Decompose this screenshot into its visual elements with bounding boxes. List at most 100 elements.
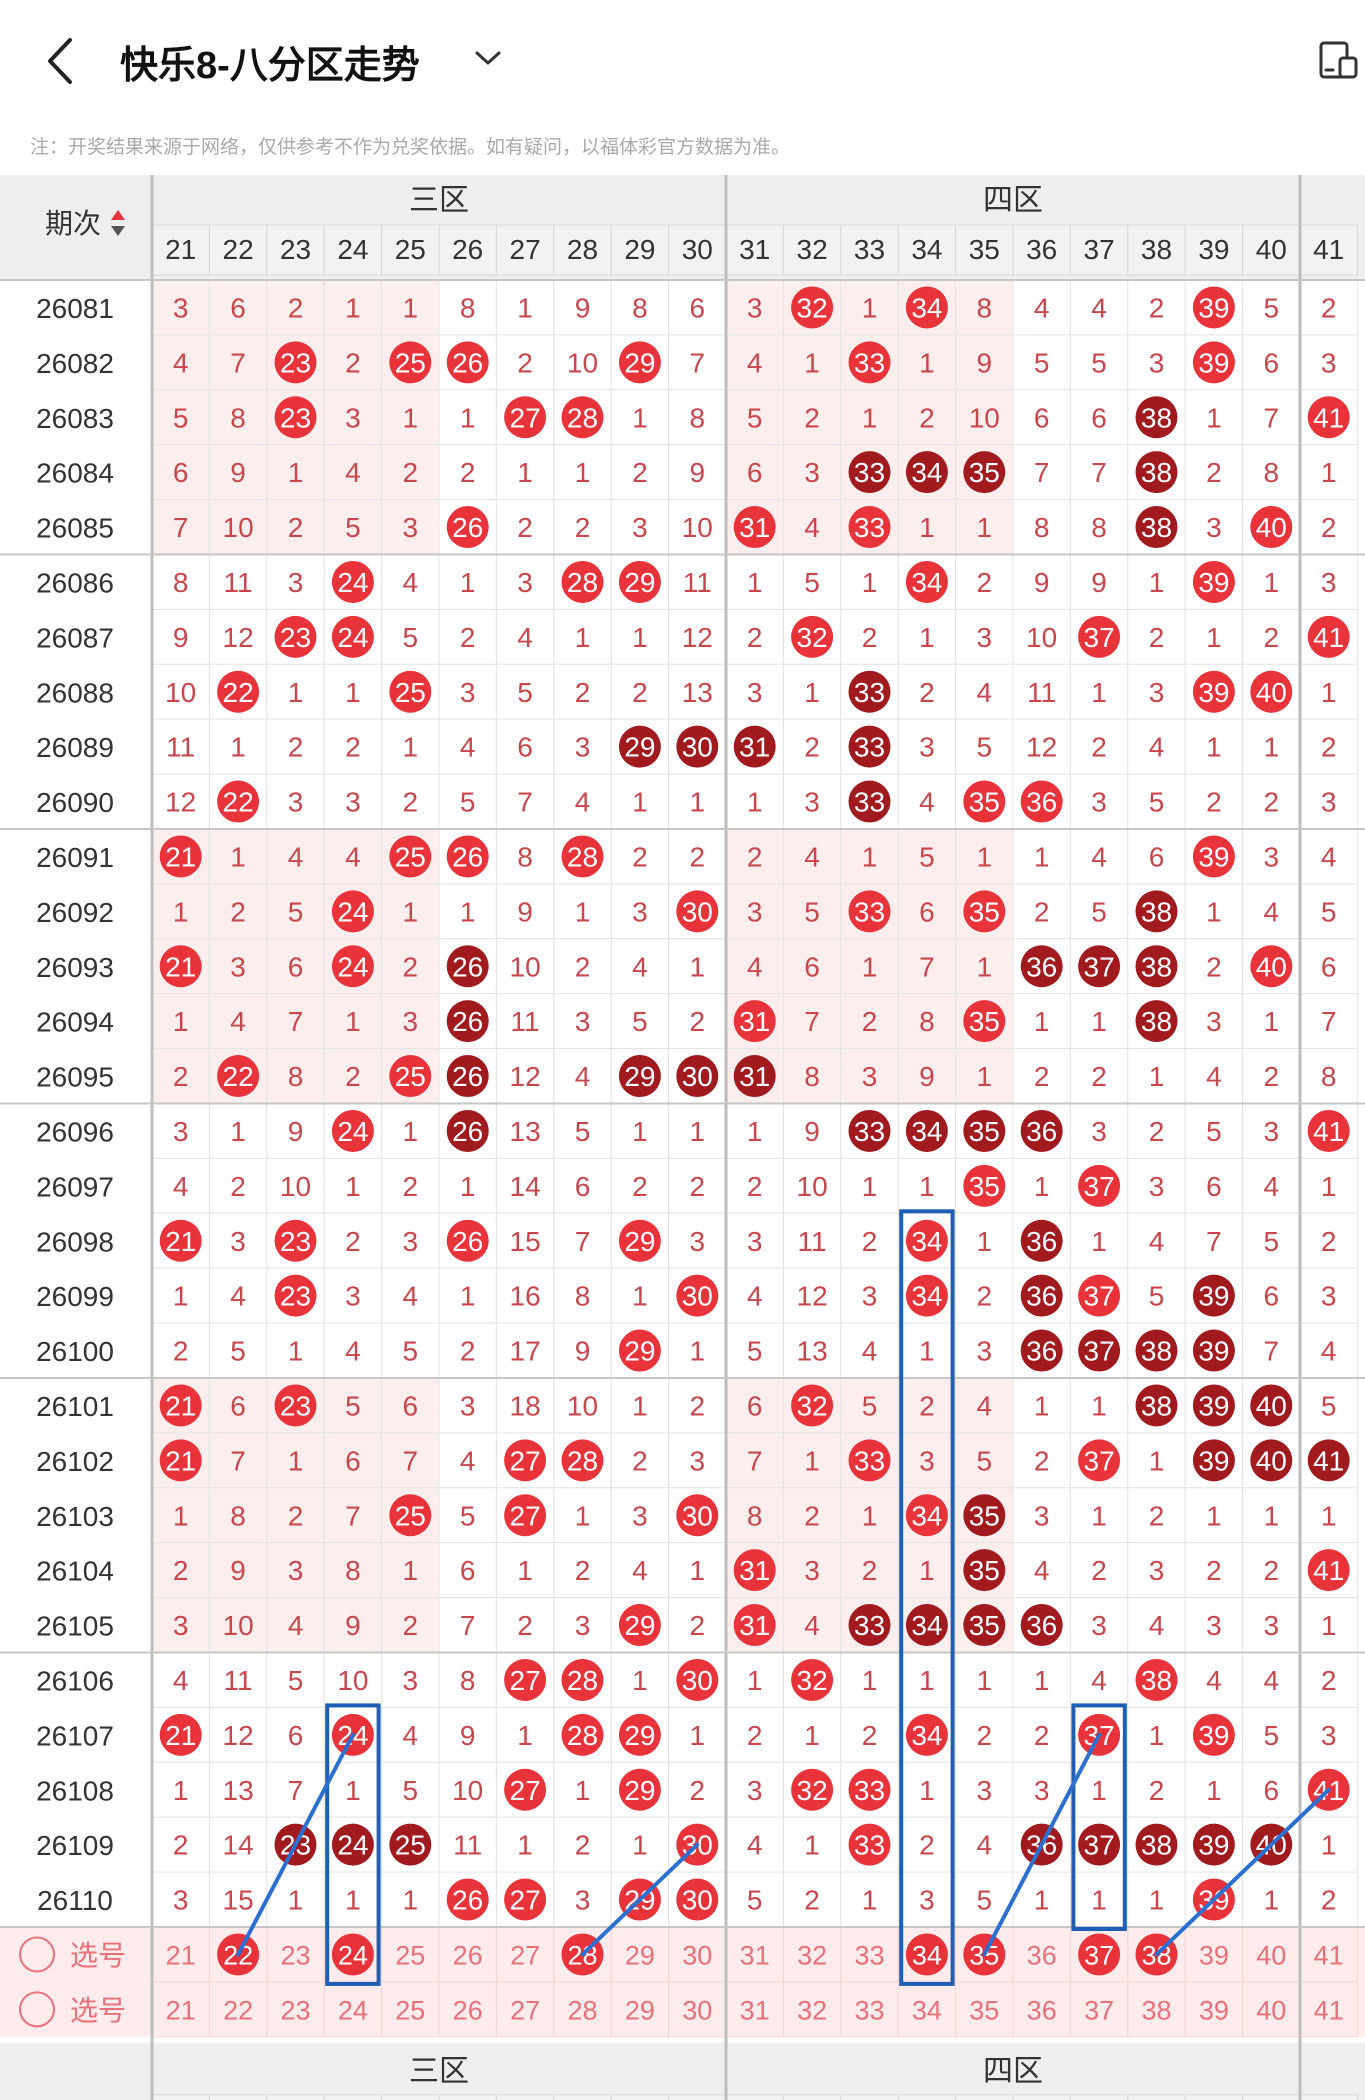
selected-ball-number[interactable]: 37 xyxy=(1084,1940,1114,1970)
select-number[interactable]: 33 xyxy=(854,1940,884,1970)
select-number[interactable]: 34 xyxy=(912,1995,942,2025)
drawn-ball-number: 30 xyxy=(682,1885,713,1916)
drawn-ball xyxy=(1135,1384,1178,1427)
sort-arrows-icon[interactable] xyxy=(111,210,125,236)
select-number[interactable]: 21 xyxy=(166,1940,196,1970)
select-number[interactable]: 30 xyxy=(682,1995,712,2025)
select-number[interactable]: 26 xyxy=(453,1995,483,2025)
select-number[interactable]: 27 xyxy=(510,1940,540,1970)
select-number[interactable]: 33 xyxy=(854,1995,884,2025)
miss-count: 3 xyxy=(1091,1116,1107,1147)
miss-count: 2 xyxy=(575,512,591,543)
drawn-ball xyxy=(905,1494,948,1537)
select-number[interactable]: 29 xyxy=(625,1940,655,1970)
select-number[interactable]: 28 xyxy=(567,1995,597,2025)
select-radio-icon[interactable] xyxy=(19,1936,55,1973)
select-number[interactable]: 26 xyxy=(453,1940,483,1970)
grid-cell xyxy=(438,554,497,610)
select-number[interactable]: 29 xyxy=(625,1995,655,2025)
selected-ball[interactable] xyxy=(331,1933,374,1976)
miss-count: 7 xyxy=(1264,402,1280,433)
select-number[interactable]: 25 xyxy=(395,1940,425,1970)
select-number[interactable]: 35 xyxy=(969,1995,999,2025)
drawn-ball xyxy=(1078,1823,1121,1866)
miss-count: 15 xyxy=(223,1885,254,1916)
miss-count: 1 xyxy=(632,1830,648,1861)
miss-count: 4 xyxy=(977,1390,993,1421)
select-number[interactable]: 40 xyxy=(1256,1940,1286,1970)
chevron-down-icon[interactable] xyxy=(475,50,501,66)
selected-ball-number[interactable]: 34 xyxy=(912,1940,942,1970)
grid-cell xyxy=(725,663,784,720)
back-arrow-icon[interactable] xyxy=(40,36,80,86)
select-number[interactable]: 23 xyxy=(280,1940,310,1970)
drawn-ball-number: 38 xyxy=(1141,1830,1172,1861)
select-number[interactable]: 24 xyxy=(338,1995,368,2025)
select-number[interactable]: 40 xyxy=(1256,1995,1286,2025)
drawn-ball-number: 36 xyxy=(1026,1610,1057,1641)
drawn-ball xyxy=(561,835,604,878)
select-radio-icon[interactable] xyxy=(19,1991,55,2028)
grid-cell xyxy=(955,1322,1014,1379)
drawn-ball-number: 38 xyxy=(1141,1665,1172,1696)
period-label: 26094 xyxy=(36,1007,114,1038)
selected-ball[interactable] xyxy=(905,1933,948,1976)
grid-cell xyxy=(208,608,268,665)
miss-count: 3 xyxy=(1264,1116,1280,1147)
select-number[interactable]: 39 xyxy=(1199,1940,1229,1970)
drawn-ball xyxy=(1192,560,1235,603)
miss-count: 3 xyxy=(862,1061,878,1092)
drawn-ball-number: 38 xyxy=(1141,951,1172,982)
select-row[interactable]: 选号 21 22 23 24 25 26 27 28 29 30 31 32 33 34 35 36 37 38 39… xyxy=(0,1981,1365,2038)
select-number[interactable]: 31 xyxy=(740,1995,770,2025)
grid-cell xyxy=(725,1377,784,1434)
select-row[interactable]: 选号 21 22 23 24 25 26 27 28 29 30 31 32 33 34 35 36 37 38 39… xyxy=(0,1926,1365,1983)
period-header[interactable]: 期次 xyxy=(45,208,101,239)
grid-cell xyxy=(725,1761,784,1818)
drawn-ball xyxy=(331,615,374,658)
select-number[interactable]: 32 xyxy=(797,1995,827,2025)
select-number[interactable]: 25 xyxy=(395,1995,425,2025)
select-number[interactable]: 23 xyxy=(280,1995,310,2025)
grid-cell xyxy=(668,993,727,1050)
grid-cell xyxy=(208,1871,268,1928)
table-row: 26084 6 9 1 4 2 2 1 1 2 9 6 3 33 34 35 7 7 38 2 8 1 xyxy=(0,444,1358,501)
select-number[interactable]: 36 xyxy=(1027,1940,1057,1970)
miss-count: 2 xyxy=(1206,1555,1222,1586)
select-number[interactable]: 36 xyxy=(1027,1995,1057,2025)
grid-cell xyxy=(553,499,612,556)
split-view-icon[interactable] xyxy=(1318,40,1358,80)
select-number[interactable]: 32 xyxy=(797,1940,827,1970)
grid-cell xyxy=(266,993,325,1050)
drawn-ball xyxy=(1078,1164,1121,1207)
selected-ball-number[interactable]: 24 xyxy=(338,1940,368,1970)
select-number[interactable]: 27 xyxy=(510,1995,540,2025)
page-title[interactable]: 快乐8-八分区走势 xyxy=(120,45,420,87)
select-number[interactable]: 38 xyxy=(1141,1995,1171,2025)
grid-cell xyxy=(1012,1432,1071,1489)
select-number[interactable]: 22 xyxy=(223,1995,253,2025)
table-row: 26092 1 2 5 24 1 1 9 1 3 30 3 5 33 6 35 2 5 38 1 4 5 xyxy=(0,883,1358,940)
selected-ball[interactable] xyxy=(1078,1933,1121,1976)
select-number[interactable]: 31 xyxy=(740,1940,770,1970)
miss-count: 2 xyxy=(517,512,533,543)
footer-number-cell xyxy=(1299,2094,1358,2100)
drawn-ball-number: 38 xyxy=(1141,1336,1172,1367)
period-label: 26103 xyxy=(36,1501,114,1532)
miss-count: 4 xyxy=(173,1171,189,1202)
drawn-ball-number: 29 xyxy=(624,1061,655,1092)
drawn-ball-number: 24 xyxy=(337,567,368,598)
select-number[interactable]: 41 xyxy=(1314,1940,1344,1970)
select-number[interactable]: 39 xyxy=(1199,1995,1229,2025)
select-number[interactable]: 30 xyxy=(682,1940,712,1970)
drawn-ball xyxy=(446,1055,489,1098)
select-number[interactable]: 37 xyxy=(1084,1995,1114,2025)
grid-cell xyxy=(438,883,497,940)
miss-count: 11 xyxy=(683,567,712,598)
miss-count: 1 xyxy=(1321,1171,1337,1202)
select-number[interactable]: 41 xyxy=(1314,1995,1344,2025)
grid-cell xyxy=(1069,389,1129,446)
miss-count: 3 xyxy=(1149,677,1165,708)
select-number[interactable]: 21 xyxy=(166,1995,196,2025)
